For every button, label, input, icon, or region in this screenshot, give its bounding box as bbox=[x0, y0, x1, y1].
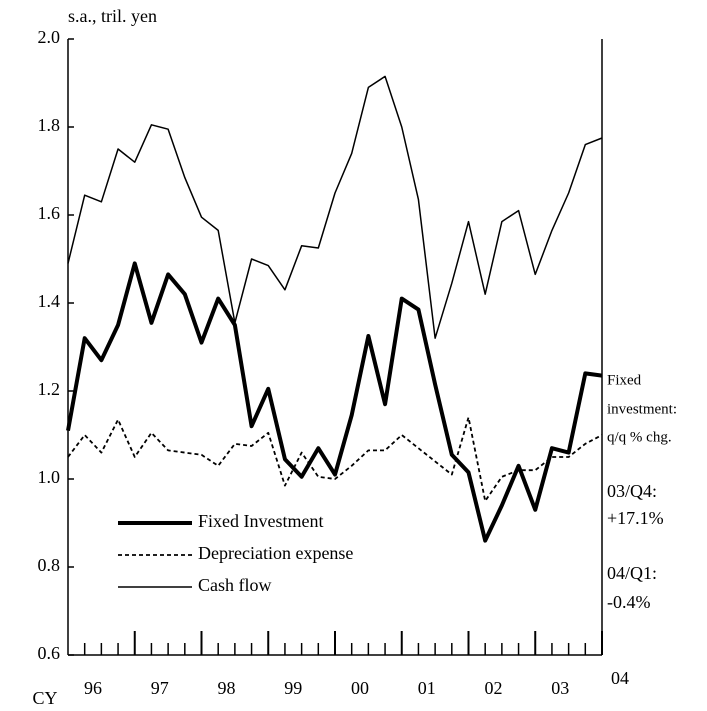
x-tick-label: 98 bbox=[218, 678, 236, 698]
annotation: q/q % chg. bbox=[607, 429, 672, 445]
x-tick-label: 01 bbox=[418, 678, 436, 698]
x-tick-label: 00 bbox=[351, 678, 369, 698]
x-tick-label: 99 bbox=[284, 678, 302, 698]
y-tick-label: 1.4 bbox=[38, 291, 61, 311]
annotation: Fixed bbox=[607, 372, 642, 388]
legend-label: Depreciation expense bbox=[198, 543, 353, 563]
annotation: 04/Q1: bbox=[607, 563, 657, 583]
annotation: -0.4% bbox=[607, 592, 651, 612]
series-line bbox=[67, 75, 603, 339]
x-axis-label: CY bbox=[32, 688, 57, 708]
y-tick-label: 1.0 bbox=[38, 467, 61, 487]
series-line bbox=[67, 416, 603, 502]
y-tick-label: 1.8 bbox=[38, 115, 61, 135]
y-tick-label: 1.6 bbox=[38, 203, 61, 223]
x-tick-label: 04 bbox=[611, 668, 629, 688]
y-tick-label: 2.0 bbox=[38, 27, 61, 47]
y-tick-label: 0.8 bbox=[38, 555, 61, 575]
annotation: 03/Q4: bbox=[607, 481, 657, 501]
y-tick-label: 1.2 bbox=[38, 379, 61, 399]
x-tick-label: 97 bbox=[151, 678, 169, 698]
y-axis-label: s.a., tril. yen bbox=[68, 6, 157, 26]
legend-label: Cash flow bbox=[198, 575, 272, 595]
annotation: investment: bbox=[607, 401, 677, 417]
annotation: +17.1% bbox=[607, 508, 664, 528]
series-line bbox=[66, 261, 603, 543]
legend-label: Fixed Investment bbox=[198, 511, 323, 531]
x-tick-label: 03 bbox=[551, 678, 569, 698]
y-tick-label: 0.6 bbox=[38, 643, 61, 663]
x-tick-label: 96 bbox=[84, 678, 102, 698]
x-tick-label: 02 bbox=[485, 678, 503, 698]
